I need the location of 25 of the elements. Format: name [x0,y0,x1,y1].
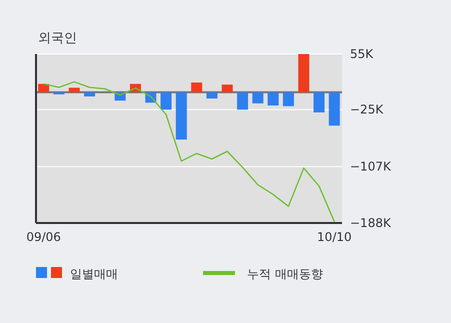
bar [282,92,294,106]
bar [191,82,202,92]
chart-title: 외국인 [38,31,77,46]
legend-label: 일별매매 [70,267,118,281]
line-series [43,81,335,222]
y-tick-label: 55K [350,47,374,61]
bar [298,54,310,92]
bar [176,92,187,140]
bar [314,92,325,112]
bar [328,92,340,126]
bar [268,92,279,106]
bar [38,84,50,92]
bar [206,92,218,99]
bar [68,88,80,92]
bar [252,92,264,104]
bar [222,84,233,92]
x-tick-label: 09/06 [26,230,61,244]
bar [84,92,96,96]
bar [237,92,248,110]
y-tick-label: −188K [350,216,392,230]
y-tick-label: −25K [350,102,384,117]
bar [160,92,172,110]
y-tick-label: −107K [350,160,392,174]
legend-label: 누적 매매동향 [247,267,323,281]
x-tick-label: 10/10 [317,230,352,244]
